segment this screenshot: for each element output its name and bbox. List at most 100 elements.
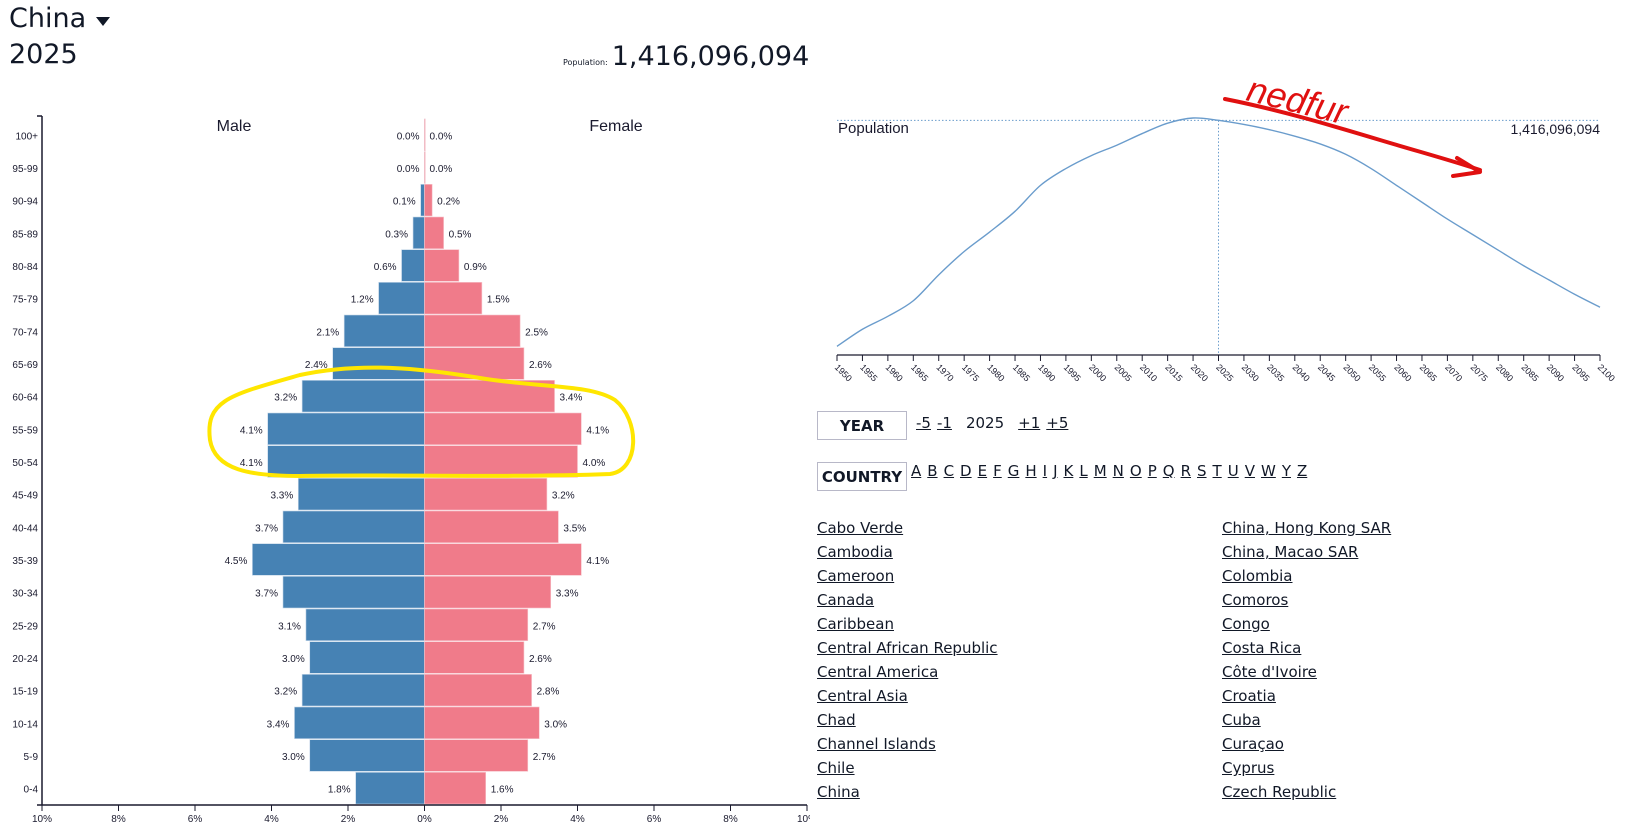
x-tick-label: 2040 [1291, 362, 1312, 383]
age-group-label: 100+ [15, 131, 38, 142]
age-group-label: 55-59 [12, 425, 38, 436]
female-value-label: 2.6% [529, 360, 552, 371]
letter-link-u[interactable]: U [1227, 462, 1239, 480]
letter-link-n[interactable]: N [1112, 462, 1124, 480]
letter-link-h[interactable]: H [1025, 462, 1037, 480]
country-link[interactable]: China, Hong Kong SAR [1222, 519, 1392, 537]
female-value-label: 3.2% [552, 491, 575, 502]
letter-link-w[interactable]: W [1260, 462, 1276, 480]
letter-link-a[interactable]: A [911, 462, 922, 480]
country-link[interactable]: Croatia [1222, 687, 1276, 705]
female-value-label: 0.2% [437, 197, 460, 208]
male-bar [309, 739, 425, 772]
country-link[interactable]: Chile [817, 759, 855, 777]
country-label-box: COUNTRY [817, 462, 907, 491]
female-label: Female [589, 118, 642, 135]
country-link[interactable]: Congo [1222, 615, 1270, 633]
letter-link-m[interactable]: M [1093, 462, 1107, 480]
country-selector[interactable]: China [9, 2, 111, 36]
year-plus-5-link[interactable]: +5 [1046, 414, 1069, 432]
x-tick-label: 1955 [858, 362, 879, 383]
country-link[interactable]: Caribbean [817, 615, 894, 633]
x-tick-label: 2085 [1519, 362, 1540, 383]
country-link[interactable]: Costa Rica [1222, 639, 1302, 657]
country-link[interactable]: Channel Islands [817, 735, 936, 753]
female-value-label: 4.1% [586, 556, 609, 567]
male-value-label: 4.1% [240, 458, 263, 469]
male-bar [309, 641, 425, 674]
letter-link-q[interactable]: Q [1162, 462, 1175, 480]
country-link[interactable]: Cyprus [1222, 759, 1275, 777]
female-value-label: 2.8% [537, 687, 560, 698]
letter-link-s[interactable]: S [1197, 462, 1207, 480]
letter-link-i[interactable]: I [1042, 462, 1048, 480]
female-value-label: 0.5% [449, 229, 472, 240]
x-tick-label: 2045 [1316, 362, 1337, 383]
male-bar [294, 706, 425, 739]
female-value-label: 2.7% [533, 621, 556, 632]
male-value-label: 3.4% [267, 719, 290, 730]
country-link[interactable]: Cameroon [817, 567, 895, 585]
x-tick-label: 2075 [1469, 362, 1490, 383]
year-plus-1-link[interactable]: +1 [1018, 414, 1041, 432]
male-value-label: 3.2% [274, 687, 297, 698]
population-pyramid-chart: Male Female 0.0% 0.0% 100+ 0.0% 0.0% 95-99 0.1% 0… [12, 115, 810, 825]
male-value-label: 0.6% [374, 262, 397, 273]
x-tick-label: 1975 [960, 362, 981, 383]
male-value-label: 1.8% [328, 785, 351, 796]
male-label: Male [217, 118, 252, 135]
country-link[interactable]: China [817, 783, 860, 801]
female-bar [424, 314, 521, 347]
letter-link-k[interactable]: K [1063, 462, 1074, 480]
letter-link-j[interactable]: J [1053, 462, 1058, 480]
female-bar [424, 118, 426, 151]
letter-link-d[interactable]: D [960, 462, 972, 480]
letter-link-t[interactable]: T [1212, 462, 1222, 480]
female-bar [424, 412, 582, 445]
letter-link-c[interactable]: C [943, 462, 955, 480]
x-tick-label: 4% [264, 814, 279, 825]
country-link[interactable]: Curaçao [1222, 735, 1284, 753]
country-link[interactable]: Central African Republic [817, 639, 998, 657]
letter-link-o[interactable]: O [1129, 462, 1142, 480]
country-link[interactable]: Canada [817, 591, 875, 609]
country-link[interactable]: Côte d'Ivoire [1222, 663, 1317, 681]
letter-link-l[interactable]: L [1079, 462, 1088, 480]
age-group-label: 90-94 [12, 197, 38, 208]
country-link[interactable]: Central America [817, 663, 939, 681]
age-group-label: 95-99 [12, 164, 38, 175]
letter-link-b[interactable]: B [927, 462, 938, 480]
country-link[interactable]: Colombia [1222, 567, 1293, 585]
country-link[interactable]: Central Asia [817, 687, 908, 705]
x-tick-label: 2090 [1545, 362, 1566, 383]
letter-link-p[interactable]: P [1147, 462, 1157, 480]
country-link[interactable]: Chad [817, 711, 856, 729]
letter-link-g[interactable]: G [1007, 462, 1020, 480]
male-value-label: 1.2% [351, 295, 374, 306]
x-tick-label: 1965 [909, 362, 930, 383]
country-link[interactable]: China, Macao SAR [1222, 543, 1359, 561]
x-tick-label: 1985 [1011, 362, 1032, 383]
male-bar [305, 608, 425, 641]
year-navigation: -5 -1 2025 +1 +5 [916, 414, 1068, 432]
country-link[interactable]: Cabo Verde [817, 519, 904, 537]
country-link[interactable]: Czech Republic [1222, 783, 1337, 801]
letter-link-f[interactable]: F [993, 462, 1002, 480]
letter-link-r[interactable]: R [1180, 462, 1192, 480]
year-minus-5-link[interactable]: -5 [916, 414, 931, 432]
letter-link-z[interactable]: Z [1296, 462, 1308, 480]
x-tick-label: 2065 [1418, 362, 1439, 383]
country-link[interactable]: Cambodia [817, 543, 893, 561]
letter-link-y[interactable]: Y [1281, 462, 1291, 480]
country-link[interactable]: Comoros [1222, 591, 1289, 609]
letter-link-v[interactable]: V [1244, 462, 1255, 480]
country-link[interactable]: Cuba [1222, 711, 1261, 729]
male-bar [420, 184, 425, 217]
male-value-label: 3.7% [255, 523, 278, 534]
x-tick-label: 1990 [1036, 362, 1057, 383]
letter-link-e[interactable]: E [977, 462, 988, 480]
year-minus-1-link[interactable]: -1 [936, 414, 952, 432]
female-value-label: 2.6% [529, 654, 552, 665]
male-value-label: 3.1% [278, 621, 301, 632]
female-value-label: 3.3% [556, 589, 579, 600]
